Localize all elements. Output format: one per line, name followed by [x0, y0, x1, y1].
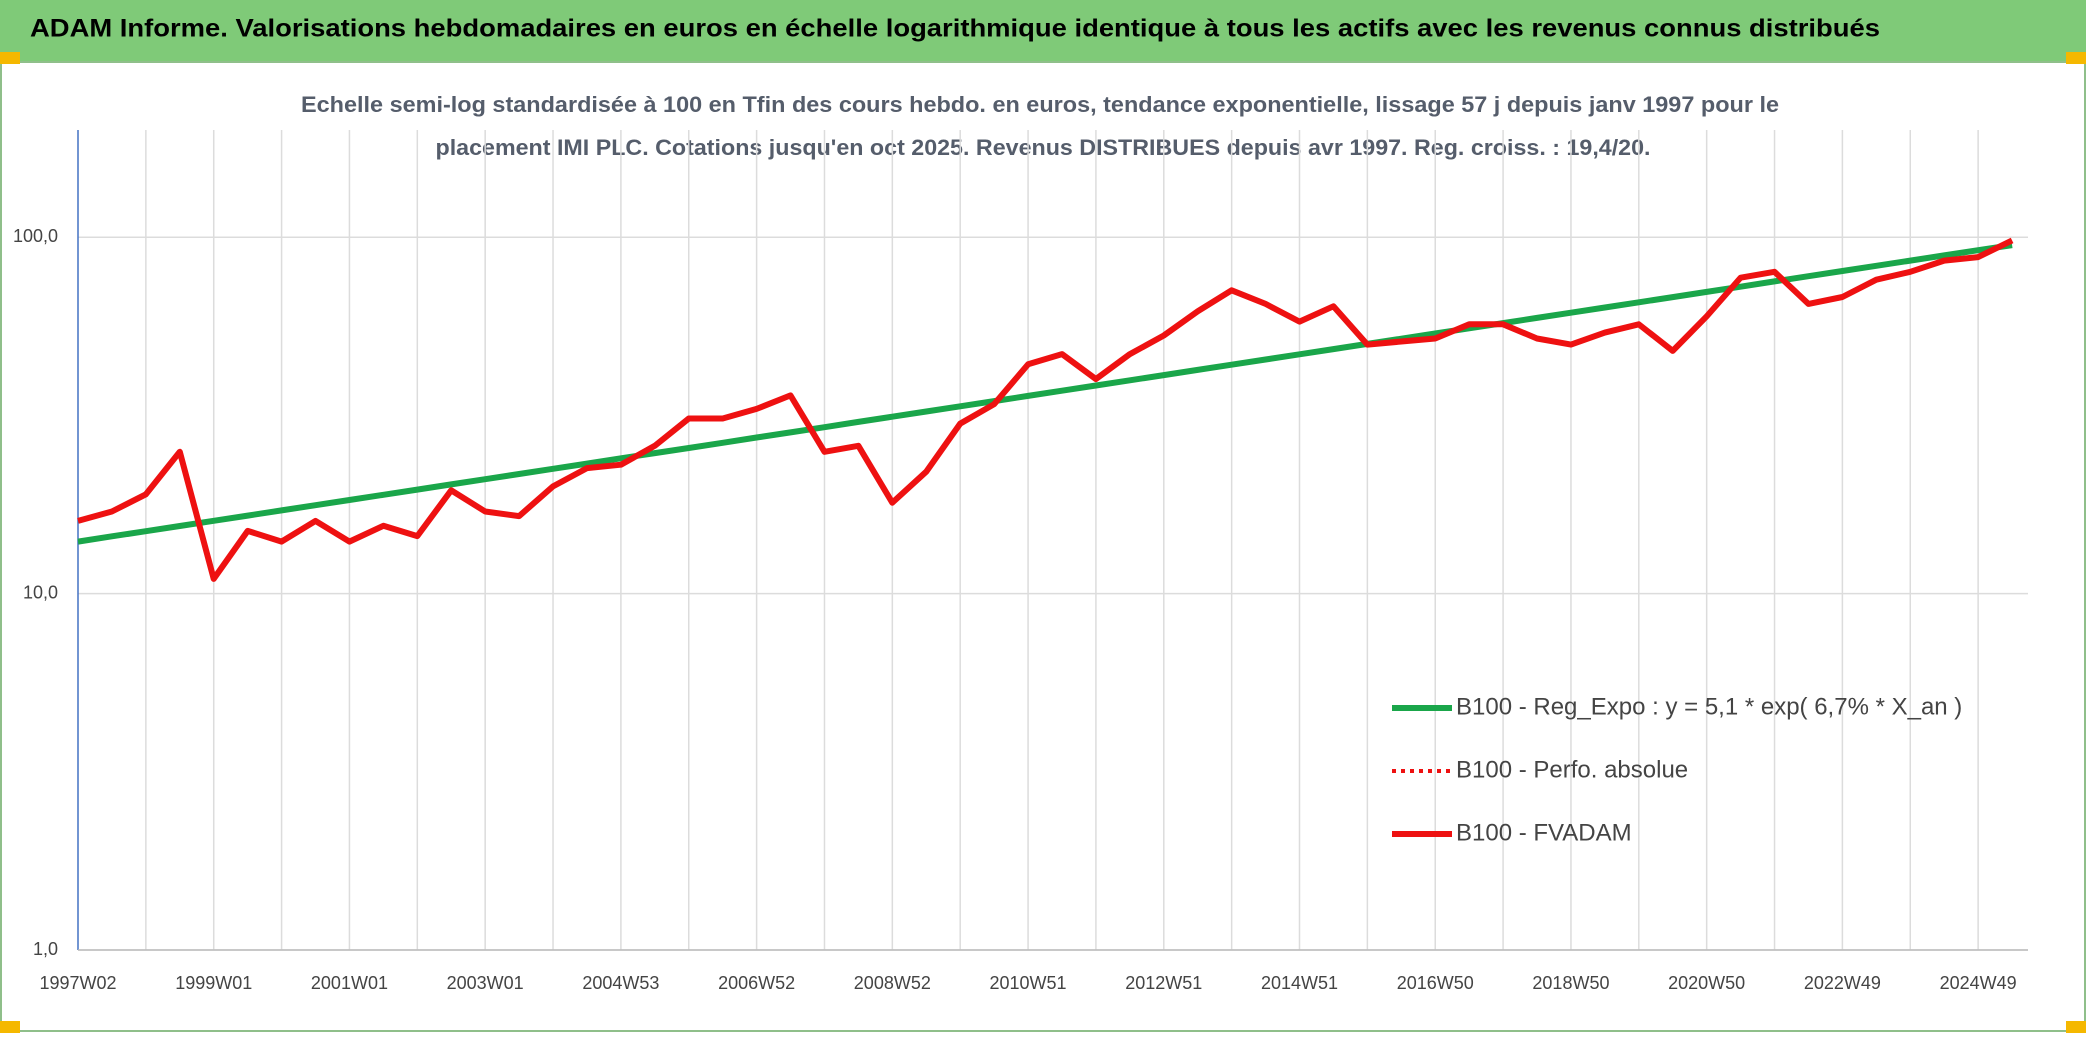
y-tick-label: 10,0: [23, 582, 58, 602]
x-tick-label: 2004W53: [582, 973, 659, 993]
x-tick-label: 2012W51: [1125, 973, 1202, 993]
chart-title: ADAM Informe. Valorisations hebdomadaire…: [30, 15, 1880, 43]
corner: [2066, 52, 2086, 64]
subtitle: placement IMI PLC. Cotations jusqu'en oc…: [436, 135, 1651, 160]
line-series: [77, 237, 2014, 582]
legend-label: B100 - Perfo. absolue: [1456, 756, 1688, 783]
legend-label: B100 - Reg_Expo : y = 5,1 * exp( 6,7% * …: [1456, 693, 1962, 720]
corner: [2066, 1021, 2086, 1033]
x-tick-label: 2006W52: [718, 973, 795, 993]
x-tick-label: 2018W50: [1532, 973, 1609, 993]
x-tick-label: 2016W50: [1397, 973, 1474, 993]
title-bar: [0, 0, 2086, 62]
x-tick-label: 2020W50: [1668, 973, 1745, 993]
x-tick-label: 2022W49: [1804, 973, 1881, 993]
x-tick-label: 1999W01: [175, 973, 252, 993]
x-tick-label: 1997W02: [39, 973, 116, 993]
y-tick-label: 1,0: [33, 939, 58, 959]
legend-label: B100 - FVADAM: [1456, 819, 1632, 846]
x-tick-label: 2003W01: [447, 973, 524, 993]
x-tick-label: 2010W51: [990, 973, 1067, 993]
line-series: [77, 242, 2013, 545]
corner: [0, 1021, 20, 1033]
frame: [0, 61, 2086, 1032]
x-tick-label: 2001W01: [311, 973, 388, 993]
x-tick-label: 2014W51: [1261, 973, 1338, 993]
x-tick-label: 2024W49: [1940, 973, 2017, 993]
x-tick-label: 2008W52: [854, 973, 931, 993]
y-tick-label: 100,0: [13, 226, 58, 246]
corner: [0, 52, 20, 64]
subtitle: Echelle semi-log standardisée à 100 en T…: [301, 92, 1779, 117]
